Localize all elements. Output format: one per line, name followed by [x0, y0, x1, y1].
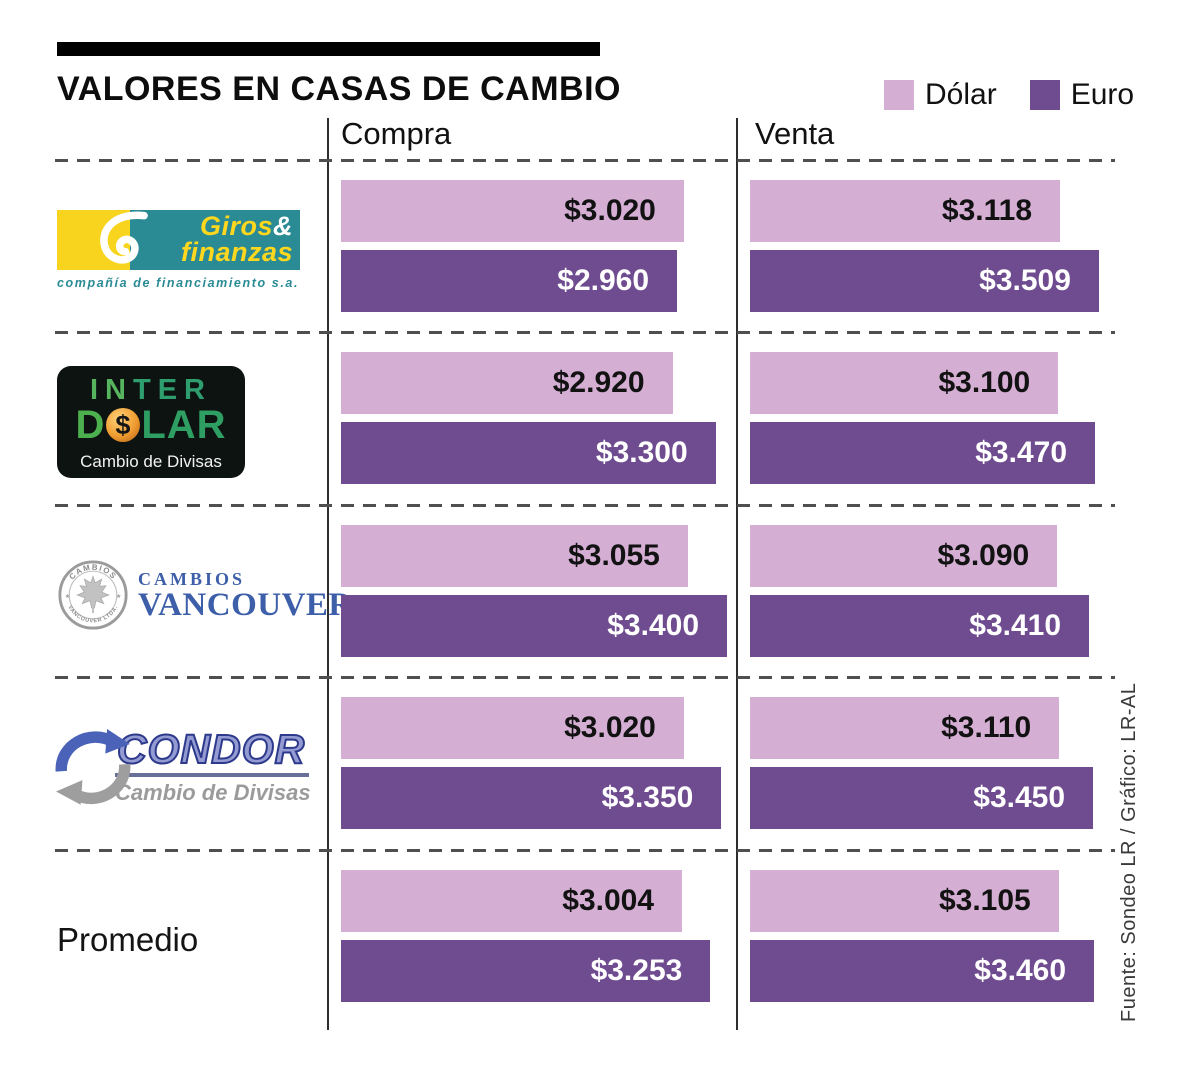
bar-compra-dolar: $3.020: [341, 697, 684, 759]
bar-venta-dolar: $3.110: [750, 697, 1060, 759]
bar-compra-dolar: $3.004: [341, 870, 683, 932]
bars-venta: $3.118 $3.509: [750, 160, 1100, 312]
bar-value-label: $2.960: [557, 264, 650, 297]
bar-venta-dolar: $3.100: [750, 352, 1059, 414]
bar-value-label: $3.450: [973, 781, 1066, 814]
bar-value-label: $3.509: [979, 264, 1071, 297]
legend-label-dolar: Dólar: [925, 78, 997, 111]
bars-compra: $3.020 $3.350: [341, 677, 731, 829]
giros-swirl-icon: [100, 211, 148, 264]
bars-compra: $3.020 $2.960: [341, 160, 731, 312]
bar-venta-euro: $3.410: [750, 595, 1090, 657]
bars-venta: $3.090 $3.410: [750, 505, 1100, 657]
bar-compra-euro: $3.300: [341, 422, 716, 484]
bar-value-label: $3.350: [601, 781, 694, 814]
interdolar-tagline: Cambio de Divisas: [80, 452, 222, 471]
row-condor: CONDOR Cambio de Divisas $3.020 $3.350 $…: [0, 677, 1200, 849]
bars-compra: $3.004 $3.253: [341, 850, 731, 1002]
title-rule: [57, 42, 600, 56]
vancouver-wordmark: CAMBIOS VANCOUVER: [138, 568, 353, 623]
legend-swatch-euro: [1029, 80, 1060, 110]
logo-giros-finanzas: Giros& finanzas compañía de financiamien…: [57, 160, 327, 332]
bar-value-label: $3.300: [595, 436, 688, 469]
bar-venta-dolar: $3.090: [750, 525, 1058, 587]
bars-compra: $3.055 $3.400: [341, 505, 731, 657]
row-separator: [55, 504, 1115, 507]
promedio-label: Promedio: [57, 921, 199, 958]
row-cambios-vancouver: CAMBIOS VANCOUVER LTDA. ★ ★ CAMBIOS VANC…: [0, 505, 1200, 677]
dollar-coin-icon: $: [106, 408, 141, 442]
row-promedio: Promedio $3.004 $3.253 $3.105 $3.460: [0, 850, 1200, 1022]
bar-venta-dolar: $3.105: [750, 870, 1059, 932]
vancouver-seal-icon: CAMBIOS VANCOUVER LTDA. ★ ★: [58, 560, 128, 630]
bar-compra-dolar: $3.055: [341, 525, 688, 587]
svg-text:★: ★: [65, 593, 70, 600]
bar-value-label: $3.105: [938, 884, 1031, 917]
bar-value-label: $3.020: [564, 194, 656, 227]
interdolar-word-dolar: D $ LAR: [75, 403, 227, 447]
bar-value-label: $3.410: [969, 609, 1062, 642]
condor-arrows-icon: [55, 729, 131, 805]
bar-venta-euro: $3.460: [750, 940, 1095, 1002]
bar-value-label: $3.400: [607, 609, 700, 642]
bar-value-label: $3.470: [975, 436, 1068, 469]
giros-teal-block: [130, 210, 300, 270]
bar-compra-euro: $3.253: [341, 940, 711, 1002]
bar-value-label: $3.090: [937, 539, 1030, 572]
condor-wordmark: CONDOR: [115, 727, 310, 777]
bar-value-label: $3.055: [568, 539, 660, 572]
condor-tagline: Cambio de Divisas: [115, 780, 311, 805]
bar-compra-euro: $2.960: [341, 250, 678, 312]
bar-value-label: $3.110: [941, 711, 1032, 744]
bar-compra-dolar: $3.020: [341, 180, 684, 242]
row-separator: [55, 159, 1115, 162]
bars-venta: $3.110 $3.450: [750, 677, 1100, 829]
bar-value-label: $3.004: [562, 884, 655, 917]
bars-compra: $2.920 $3.300: [341, 332, 731, 484]
row-giros-finanzas: Giros& finanzas compañía de financiamien…: [0, 160, 1200, 332]
row-inter-dolar: INTER D $ LAR Cambio de Divisas $2.920 $…: [0, 332, 1200, 504]
svg-text:★: ★: [116, 593, 121, 600]
bar-venta-euro: $3.450: [750, 767, 1094, 829]
bar-value-label: $3.460: [974, 954, 1067, 987]
bar-compra-euro: $3.350: [341, 767, 722, 829]
column-divider-compra: [327, 118, 329, 1030]
row-separator: [55, 849, 1115, 852]
logo-inter-dolar: INTER D $ LAR Cambio de Divisas: [57, 332, 327, 504]
row-separator: [55, 676, 1115, 679]
bar-compra-euro: $3.400: [341, 595, 728, 657]
column-header-venta: Venta: [755, 116, 835, 151]
bar-value-label: $3.100: [938, 366, 1031, 399]
bar-value-label: $3.253: [590, 954, 683, 987]
bar-venta-dolar: $3.118: [750, 180, 1061, 242]
column-header-compra: Compra: [341, 116, 452, 151]
chart-title: VALORES EN CASAS DE CAMBIO: [57, 70, 621, 108]
bar-venta-euro: $3.470: [750, 422, 1096, 484]
logo-cambios-vancouver: CAMBIOS VANCOUVER LTDA. ★ ★ CAMBIOS VANC…: [57, 505, 352, 677]
legend-swatch-dolar: [884, 80, 914, 110]
row-separator: [55, 331, 1115, 334]
column-divider-venta: [736, 118, 738, 1030]
giros-tagline: compañía de financiamiento s.a.: [57, 276, 300, 290]
bar-value-label: $3.118: [941, 194, 1033, 227]
bar-venta-euro: $3.509: [750, 250, 1099, 312]
legend: Dólar Euro: [884, 78, 1134, 112]
source-credit: Fuente: Sondeo LR / Gráfico: LR-AL: [1118, 682, 1140, 1023]
interdolar-word-inter: INTER: [90, 374, 212, 406]
logo-condor: CONDOR Cambio de Divisas: [55, 677, 327, 849]
bar-compra-dolar: $2.920: [341, 352, 673, 414]
bars-venta: $3.100 $3.470: [750, 332, 1100, 484]
bars-venta: $3.105 $3.460: [750, 850, 1100, 1002]
legend-label-euro: Euro: [1070, 78, 1135, 111]
bar-value-label: $3.020: [564, 711, 656, 744]
bar-value-label: $2.920: [552, 366, 645, 399]
giros-wordmark: Giros& finanzas: [180, 211, 293, 267]
